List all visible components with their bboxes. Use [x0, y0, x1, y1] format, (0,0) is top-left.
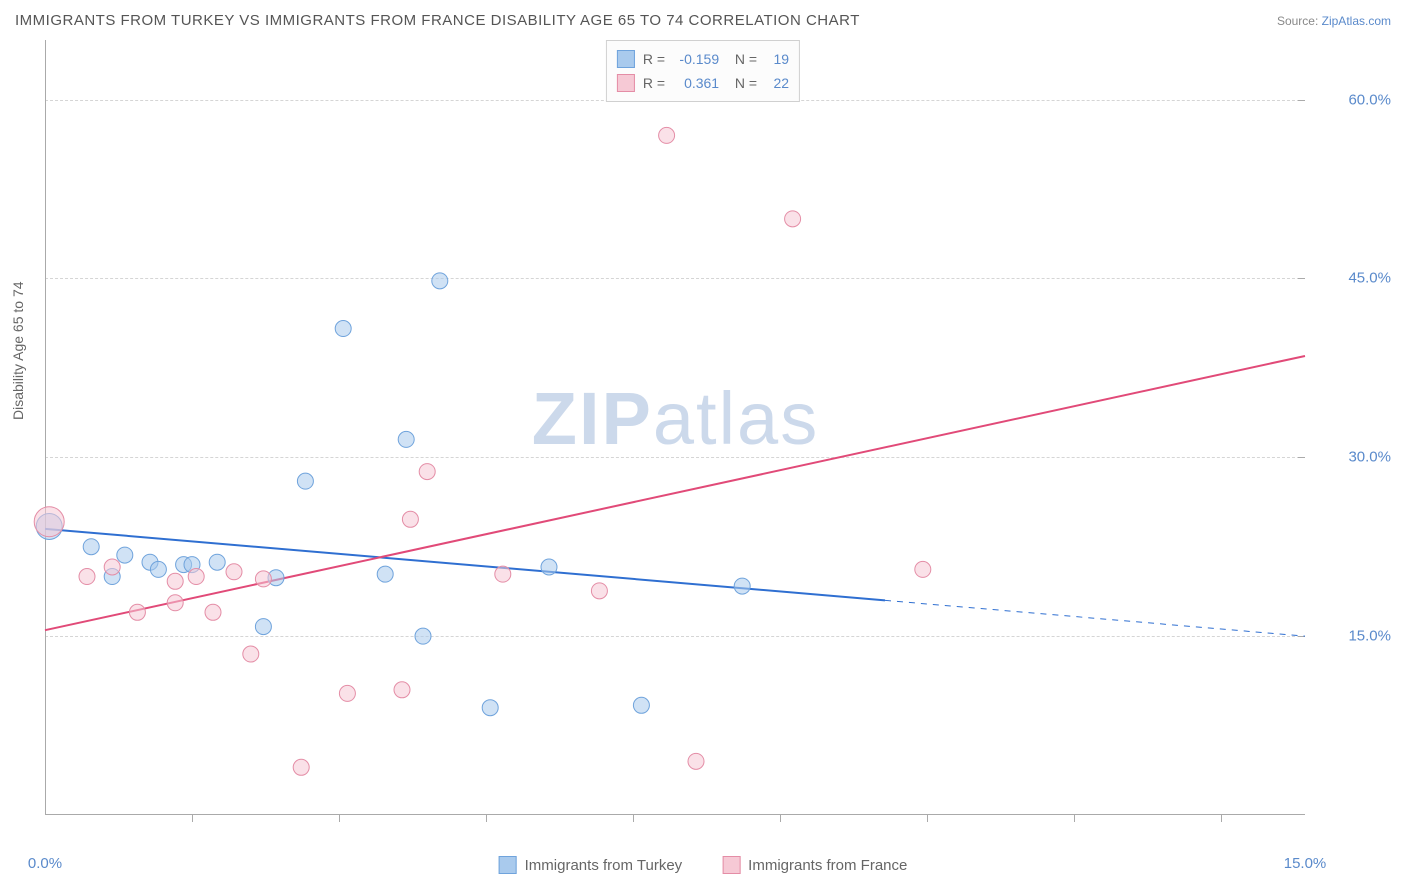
- data-point-turkey: [734, 578, 750, 594]
- data-point-turkey: [398, 431, 414, 447]
- source-label: Source:: [1277, 14, 1322, 28]
- stats-row-france: R = 0.361 N = 22: [617, 71, 789, 95]
- y-tick-label: 45.0%: [1348, 270, 1391, 287]
- r-label: R =: [643, 75, 665, 91]
- data-point-france: [394, 682, 410, 698]
- data-point-turkey: [297, 473, 313, 489]
- data-point-france: [339, 685, 355, 701]
- legend-swatch-france: [722, 856, 740, 874]
- source-link[interactable]: ZipAtlas.com: [1322, 14, 1391, 28]
- data-point-france: [34, 507, 64, 537]
- data-point-france: [243, 646, 259, 662]
- x-tick-label: 0.0%: [28, 855, 62, 872]
- legend-item-turkey: Immigrants from Turkey: [499, 856, 683, 874]
- legend-bottom: Immigrants from Turkey Immigrants from F…: [499, 856, 908, 874]
- legend-label-turkey: Immigrants from Turkey: [525, 857, 683, 874]
- x-tick-mark: [339, 815, 340, 822]
- data-point-france: [688, 753, 704, 769]
- stats-row-turkey: R = -0.159 N = 19: [617, 47, 789, 71]
- legend-item-france: Immigrants from France: [722, 856, 907, 874]
- data-point-france: [255, 571, 271, 587]
- data-point-france: [293, 759, 309, 775]
- x-tick-mark: [192, 815, 193, 822]
- swatch-turkey: [617, 50, 635, 68]
- data-point-turkey: [432, 273, 448, 289]
- data-point-france: [402, 511, 418, 527]
- x-tick-mark: [1074, 815, 1075, 822]
- data-point-turkey: [209, 554, 225, 570]
- data-point-france: [79, 569, 95, 585]
- data-point-france: [205, 604, 221, 620]
- n-value-turkey: 19: [761, 51, 789, 67]
- data-point-turkey: [541, 559, 557, 575]
- chart-title: IMMIGRANTS FROM TURKEY VS IMMIGRANTS FRO…: [15, 12, 860, 29]
- data-point-turkey: [255, 619, 271, 635]
- data-point-france: [188, 569, 204, 585]
- r-label: R =: [643, 51, 665, 67]
- data-point-turkey: [117, 547, 133, 563]
- scatter-plot: [45, 40, 1305, 815]
- x-tick-label: 15.0%: [1284, 855, 1327, 872]
- r-value-france: 0.361: [669, 75, 719, 91]
- legend-label-france: Immigrants from France: [748, 857, 907, 874]
- x-tick-mark: [1221, 815, 1222, 822]
- data-point-france: [785, 211, 801, 227]
- x-tick-mark: [780, 815, 781, 822]
- data-point-france: [495, 566, 511, 582]
- source-attribution: Source: ZipAtlas.com: [1277, 14, 1391, 28]
- data-point-turkey: [150, 561, 166, 577]
- r-value-turkey: -0.159: [669, 51, 719, 67]
- x-tick-mark: [927, 815, 928, 822]
- y-tick-label: 30.0%: [1348, 449, 1391, 466]
- n-label: N =: [735, 75, 757, 91]
- regression-line-dashed-turkey: [885, 600, 1305, 636]
- data-point-turkey: [335, 321, 351, 337]
- y-tick-label: 15.0%: [1348, 628, 1391, 645]
- data-point-turkey: [83, 539, 99, 555]
- y-tick-label: 60.0%: [1348, 91, 1391, 108]
- regression-line-france: [45, 356, 1305, 630]
- stats-legend-box: R = -0.159 N = 19 R = 0.361 N = 22: [606, 40, 800, 102]
- data-point-france: [915, 561, 931, 577]
- n-label: N =: [735, 51, 757, 67]
- data-point-turkey: [377, 566, 393, 582]
- data-point-france: [167, 595, 183, 611]
- data-point-france: [104, 559, 120, 575]
- y-axis-label: Disability Age 65 to 74: [10, 281, 26, 420]
- data-point-france: [129, 604, 145, 620]
- data-point-turkey: [482, 700, 498, 716]
- data-point-france: [226, 564, 242, 580]
- data-point-france: [167, 573, 183, 589]
- swatch-france: [617, 74, 635, 92]
- x-tick-mark: [486, 815, 487, 822]
- legend-swatch-turkey: [499, 856, 517, 874]
- data-point-turkey: [415, 628, 431, 644]
- x-tick-mark: [633, 815, 634, 822]
- n-value-france: 22: [761, 75, 789, 91]
- data-point-france: [659, 127, 675, 143]
- data-point-france: [419, 464, 435, 480]
- data-point-france: [591, 583, 607, 599]
- data-point-turkey: [633, 697, 649, 713]
